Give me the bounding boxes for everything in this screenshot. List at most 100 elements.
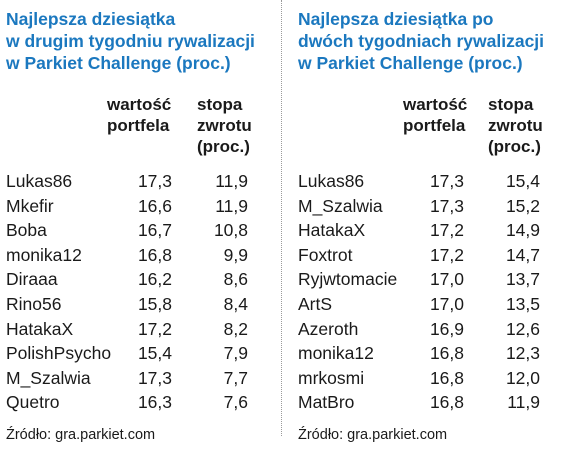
header-line: zwrotu [197, 116, 252, 135]
player-name: HatakaX [298, 220, 366, 241]
title-line: Najlepsza dziesiątka po [298, 9, 494, 29]
return-rate: 14,9 [505, 220, 540, 241]
return-rate: 13,7 [505, 269, 540, 290]
portfolio-value: 16,9 [429, 318, 464, 339]
table-row: MatBro 16,8 11,9 [298, 390, 564, 415]
portfolio-value: 17,0 [429, 269, 464, 290]
return-rate: 7,7 [223, 367, 248, 388]
table-row: Lukas86 17,3 11,9 [6, 169, 276, 194]
player-name: Foxtrot [298, 244, 353, 265]
player-name: Boba [6, 220, 47, 241]
player-name: Mkefir [6, 195, 54, 216]
header-line: (proc.) [197, 137, 250, 156]
source-note: Źródło: gra.parkiet.com [298, 427, 448, 443]
portfolio-value: 16,3 [137, 392, 172, 413]
header-line: wartość [107, 95, 172, 114]
portfolio-value: 16,2 [137, 269, 172, 290]
header-portfolio-value: wartość portfela [403, 94, 467, 136]
header-line: (proc.) [488, 137, 541, 156]
right-table-rows: Lukas86 17,3 15,4 M_Szalwia 17,3 15,2 HatakaX 1… [298, 169, 564, 415]
return-rate: 15,2 [505, 195, 540, 216]
portfolio-value: 16,8 [137, 244, 172, 265]
header-line: stopa [197, 95, 243, 114]
player-name: Quetro [6, 392, 60, 413]
portfolio-value: 16,6 [137, 195, 172, 216]
player-name: mrkosmi [298, 367, 365, 388]
portfolio-value: 17,0 [429, 293, 464, 314]
portfolio-value: 15,8 [137, 293, 172, 314]
return-rate: 8,4 [223, 293, 248, 314]
title-line: w drugim tygodniu rywalizacji [6, 31, 255, 51]
return-rate: 8,2 [223, 318, 248, 339]
table-row: M_Szalwia 17,3 7,7 [6, 366, 276, 391]
title-line: w Parkiet Challenge (proc.) [298, 53, 523, 73]
portfolio-value: 17,2 [137, 318, 172, 339]
player-name: Lukas86 [298, 171, 365, 191]
portfolio-value: 17,3 [137, 367, 172, 388]
portfolio-value: 17,2 [429, 244, 464, 265]
portfolio-value: 16,8 [429, 367, 464, 388]
header-line: stopa [488, 95, 534, 114]
header-line: wartość [403, 95, 468, 114]
portfolio-value: 16,8 [429, 343, 464, 364]
player-name: M_Szalwia [6, 367, 91, 388]
return-rate: 7,9 [223, 343, 248, 364]
player-name: MatBro [298, 392, 355, 413]
return-rate: 11,9 [215, 171, 248, 191]
player-name: PolishPsycho [6, 343, 112, 364]
return-rate: 10,8 [213, 220, 248, 241]
portfolio-value: 17,3 [137, 171, 172, 191]
table-row: Mkefir 16,6 11,9 [6, 194, 276, 219]
column-divider [281, 0, 282, 436]
portfolio-value: 17,2 [429, 220, 464, 241]
portfolio-value: 17,3 [429, 171, 464, 191]
return-rate: 12,0 [505, 367, 540, 388]
table-row: Ryjwtomacie 17,0 13,7 [298, 267, 564, 292]
table-row: M_Szalwia 17,3 15,2 [298, 194, 564, 219]
return-rate: 14,7 [505, 244, 540, 265]
table-row: monika12 16,8 9,9 [6, 243, 276, 268]
player-name: HatakaX [6, 318, 74, 339]
player-name: Lukas86 [6, 171, 73, 191]
return-rate: 13,5 [505, 293, 540, 314]
table-row: mrkosmi 16,8 12,0 [298, 366, 564, 391]
left-table: Najlepsza dziesiątka w drugim tygodniu r… [0, 0, 276, 451]
title-line: w Parkiet Challenge (proc.) [6, 53, 231, 73]
portfolio-value: 16,8 [429, 392, 464, 413]
player-name: ArtS [298, 293, 333, 314]
player-name: monika12 [298, 343, 374, 364]
header-return-rate: stopa zwrotu (proc.) [488, 94, 543, 157]
header-return-rate: stopa zwrotu (proc.) [197, 94, 252, 157]
left-table-title: Najlepsza dziesiątka w drugim tygodniu r… [6, 8, 276, 74]
table-row: HatakaX 17,2 8,2 [6, 317, 276, 342]
return-rate: 9,9 [223, 244, 248, 265]
table-row: PolishPsycho 15,4 7,9 [6, 341, 276, 366]
table-row: Boba 16,7 10,8 [6, 218, 276, 243]
header-portfolio-value: wartość portfela [107, 94, 171, 136]
return-rate: 12,6 [505, 318, 540, 339]
portfolio-value: 16,7 [137, 220, 172, 241]
header-line: portfela [107, 116, 170, 135]
right-table-title: Najlepsza dziesiątka po dwóch tygodniach… [298, 8, 564, 74]
right-table: Najlepsza dziesiątka po dwóch tygodniach… [292, 0, 564, 451]
player-name: Azeroth [298, 318, 359, 339]
table-row: Rino56 15,8 8,4 [6, 292, 276, 317]
title-line: dwóch tygodniach rywalizacji [298, 31, 545, 51]
return-rate: 11,9 [507, 392, 540, 413]
table-row: Quetro 16,3 7,6 [6, 390, 276, 415]
return-rate: 7,6 [223, 392, 248, 413]
table-row: HatakaX 17,2 14,9 [298, 218, 564, 243]
player-name: Diraaa [6, 269, 58, 290]
source-note: Źródło: gra.parkiet.com [6, 427, 156, 443]
return-rate: 8,6 [223, 269, 248, 290]
table-row: ArtS 17,0 13,5 [298, 292, 564, 317]
portfolio-value: 15,4 [137, 343, 172, 364]
player-name: Rino56 [6, 293, 62, 314]
table-row: Lukas86 17,3 15,4 [298, 169, 564, 194]
player-name: Ryjwtomacie [298, 269, 398, 290]
header-line: zwrotu [488, 116, 543, 135]
table-row: monika12 16,8 12,3 [298, 341, 564, 366]
left-table-rows: Lukas86 17,3 11,9 Mkefir 16,6 11,9 Boba 16,7 10,… [6, 169, 276, 415]
player-name: monika12 [6, 244, 82, 265]
header-line: portfela [403, 116, 466, 135]
